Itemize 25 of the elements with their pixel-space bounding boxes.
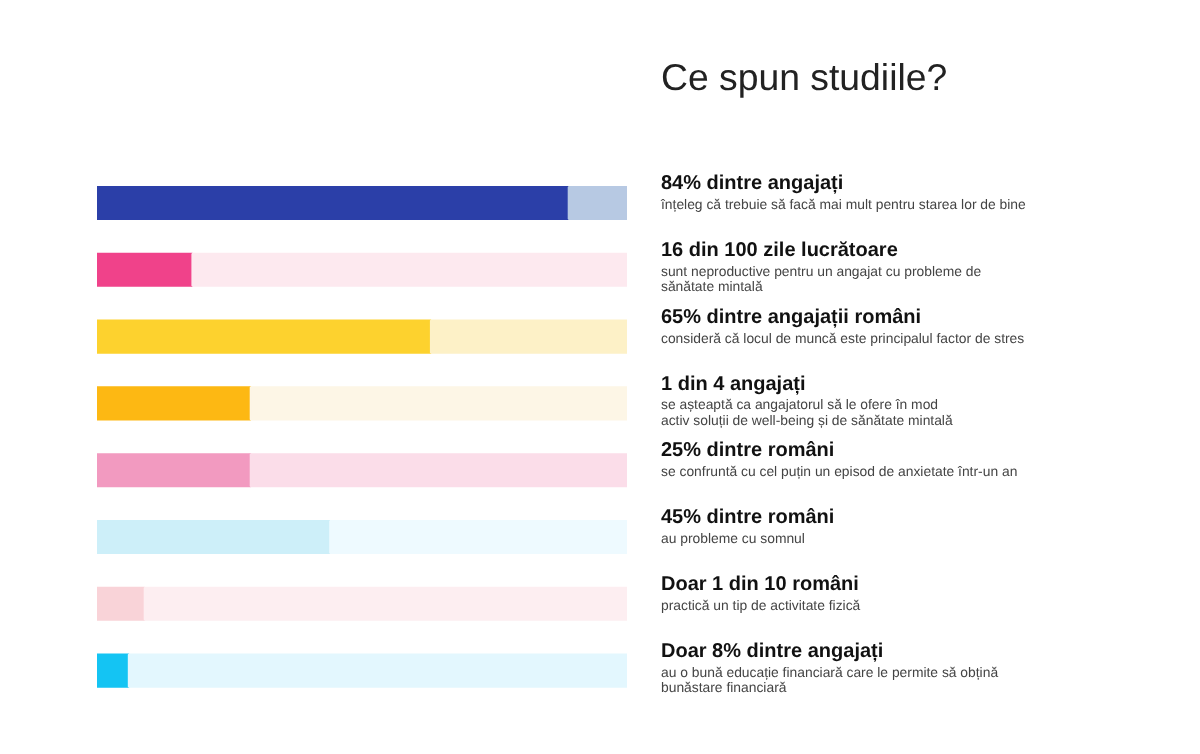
bar xyxy=(97,519,332,555)
bar xyxy=(329,519,627,555)
bar xyxy=(567,185,627,221)
bar xyxy=(97,453,252,488)
bar xyxy=(97,386,252,421)
bar xyxy=(191,252,627,287)
bar xyxy=(143,586,627,621)
text: Ce spun studiile? xyxy=(661,56,948,98)
y-tick-label: Doar 8% dintre angajați xyxy=(661,640,884,663)
bar xyxy=(97,185,570,221)
y-tick-label: Doar 1 din 10 români xyxy=(661,574,860,597)
y-tick-label: 84% dintre angajați xyxy=(661,173,844,196)
y-tick-label: 16 din 100 zile lucrătoare xyxy=(661,240,899,263)
bar xyxy=(97,252,194,287)
y-tick-label: 65% dintre angajații români xyxy=(661,306,922,329)
bar xyxy=(127,653,627,688)
bar xyxy=(97,319,432,354)
y-tick-label: 1 din 4 angajați xyxy=(661,373,806,396)
bar xyxy=(97,586,146,621)
y-tick-label: 45% dintre români xyxy=(661,507,835,530)
bar xyxy=(249,386,627,421)
y-tick-label: 25% dintre români xyxy=(661,440,835,463)
bar xyxy=(249,453,627,488)
bar xyxy=(97,653,130,688)
bar xyxy=(429,319,627,354)
